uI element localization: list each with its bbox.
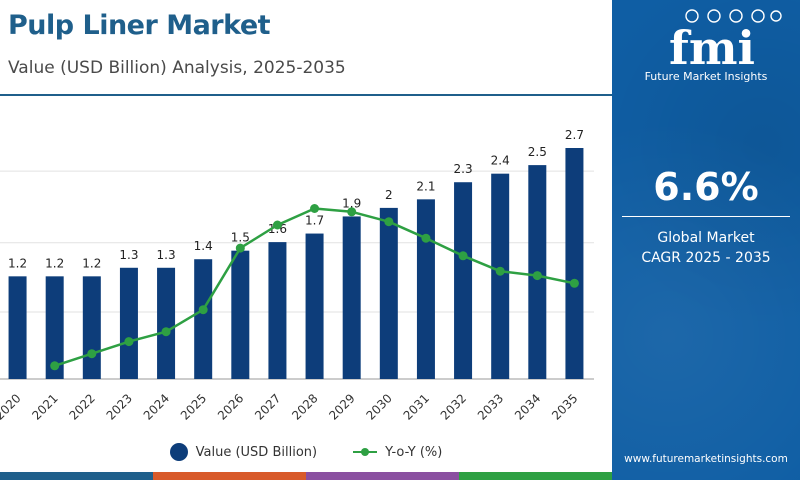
bottom-color-bar [0, 472, 612, 480]
x-tick-label: 2030 [363, 391, 394, 422]
yoy-point [495, 266, 505, 276]
x-tick-label: 2020 [0, 391, 24, 422]
bar-value-label: 2 [385, 188, 393, 202]
sidebar-panel: fmi Future Market Insights 6.6% Global M… [612, 0, 800, 480]
x-tick-label: 2021 [29, 391, 60, 422]
x-tick-label: 2034 [512, 391, 543, 422]
yoy-point [272, 220, 282, 230]
yoy-point [124, 337, 134, 347]
legend-item-value: Value (USD Billion) [169, 443, 318, 461]
x-tick-label: 2027 [252, 391, 283, 422]
chart-legend: Value (USD Billion) Y-o-Y (%) [0, 438, 612, 466]
x-tick-label: 2024 [141, 391, 172, 422]
bar [119, 267, 138, 379]
x-tick-label: 2031 [401, 391, 432, 422]
website-link[interactable]: www.futuremarketinsights.com [624, 453, 788, 465]
header-divider [0, 94, 612, 96]
bar [454, 182, 473, 379]
bar [8, 276, 27, 379]
bar-value-label: 1.7 [305, 214, 324, 228]
bar [416, 199, 435, 379]
bar-value-label: 1.4 [194, 239, 213, 253]
legend-bar-swatch [169, 443, 188, 461]
x-tick-label: 2022 [66, 391, 97, 422]
bar-value-label: 2.1 [416, 179, 435, 193]
cagr-label-line2: CAGR 2025 - 2035 [641, 250, 771, 266]
yoy-point [532, 271, 542, 281]
chart-header: Pulp Liner Market Value (USD Billion) An… [0, 0, 612, 96]
fmi-logo: fmi [669, 9, 782, 68]
yoy-point [50, 361, 60, 371]
bar [565, 148, 584, 379]
bar-value-label: 2.7 [565, 128, 584, 142]
bottom-bar-segment [153, 472, 306, 480]
bar-value-label: 2.5 [528, 145, 547, 159]
sidebar-background-pattern [612, 0, 800, 480]
bar [268, 242, 287, 379]
x-tick-label: 2028 [289, 391, 320, 422]
bar-value-label: 1.5 [231, 231, 250, 245]
x-tick-label: 2032 [438, 391, 469, 422]
x-tick-label: 2035 [549, 391, 580, 422]
bar [231, 250, 250, 379]
cagr-value: 6.6% [653, 165, 759, 209]
bar [305, 233, 324, 379]
bar [45, 276, 64, 379]
chart-subtitle: Value (USD Billion) Analysis, 2025-2035 [8, 58, 346, 78]
x-tick-label: 2033 [475, 391, 506, 422]
yoy-point [235, 243, 245, 253]
bottom-bar-segment [306, 472, 459, 480]
bar-value-label: 2.3 [454, 162, 473, 176]
bar [491, 173, 510, 379]
x-tick-label: 2025 [178, 391, 209, 422]
yoy-point [421, 233, 431, 243]
chart-title: Pulp Liner Market [8, 10, 271, 41]
cagr-label-line1: Global Market [657, 230, 755, 246]
bar [342, 216, 361, 379]
yoy-point [458, 251, 468, 261]
legend-bar-label: Value (USD Billion) [195, 444, 318, 460]
bar [82, 276, 101, 379]
yoy-point [569, 278, 579, 288]
bar [157, 267, 176, 379]
x-tick-label: 2026 [215, 391, 246, 422]
logo-wordmark: fmi [669, 21, 755, 68]
bar-value-label: 1.2 [8, 256, 27, 270]
bar-value-label: 1.2 [82, 256, 101, 270]
yoy-point [347, 207, 357, 217]
yoy-point [384, 217, 394, 227]
cagr-divider [622, 216, 790, 217]
bar-line-chart: 1.2 2020 1.2 2021 1.2 2022 1.3 2023 1.3 2024 1.4 20… [0, 128, 594, 423]
bar [379, 207, 398, 379]
bar-value-label: 2.4 [491, 154, 510, 168]
bar-value-label: 1.3 [119, 248, 138, 262]
bar-value-label: 1.9 [342, 196, 361, 210]
bottom-bar-segment [459, 472, 612, 480]
legend-line-label: Y-o-Y (%) [385, 444, 443, 460]
yoy-point [87, 349, 97, 359]
yoy-point [198, 305, 208, 315]
logo-tagline: Future Market Insights [644, 70, 768, 83]
bar [194, 259, 213, 379]
x-tick-label: 2023 [104, 391, 135, 422]
legend-line-swatch [353, 448, 378, 456]
bar-value-label: 1.2 [45, 256, 64, 270]
yoy-point [310, 204, 320, 213]
bottom-bar-segment [0, 472, 153, 480]
legend-item-yoy: Y-o-Y (%) [353, 445, 442, 460]
bar-value-label: 1.3 [157, 248, 176, 262]
yoy-point [161, 327, 171, 337]
x-tick-label: 2029 [326, 391, 357, 422]
